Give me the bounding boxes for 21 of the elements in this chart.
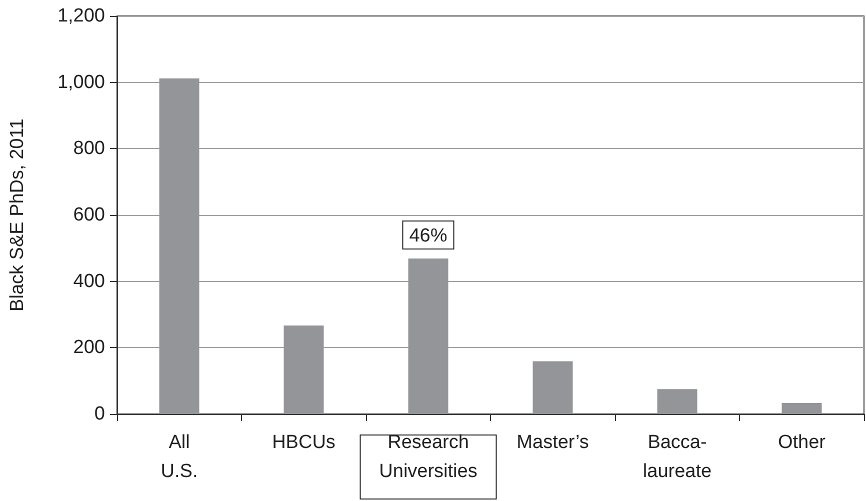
annotation: 46% xyxy=(409,225,448,246)
y-tick-label: 1,000 xyxy=(57,72,105,93)
y-tick-label: 200 xyxy=(73,337,105,358)
bar xyxy=(159,78,200,414)
x-tick-label: Other xyxy=(778,432,826,453)
x-tick-label: Bacca- laureate xyxy=(642,432,712,482)
bar xyxy=(782,403,822,414)
y-tick-label: 600 xyxy=(73,204,105,226)
x-tick-label: HBCUs xyxy=(272,432,336,453)
x-tick-label: Master’s xyxy=(516,432,589,453)
bar xyxy=(532,361,573,414)
y-axis-title: Black S&E PhDs, 2011 xyxy=(7,118,28,312)
y-tick-label: 0 xyxy=(94,404,105,424)
bar xyxy=(408,258,448,414)
x-tick-label: Research Universities xyxy=(379,432,478,482)
bar xyxy=(284,325,324,414)
x-tick-label: All U.S. xyxy=(160,432,198,482)
y-tick-label: 400 xyxy=(73,270,105,292)
y-tick-label: 1,200 xyxy=(57,6,105,26)
y-tick-label: 800 xyxy=(73,138,105,160)
bar xyxy=(657,389,698,414)
